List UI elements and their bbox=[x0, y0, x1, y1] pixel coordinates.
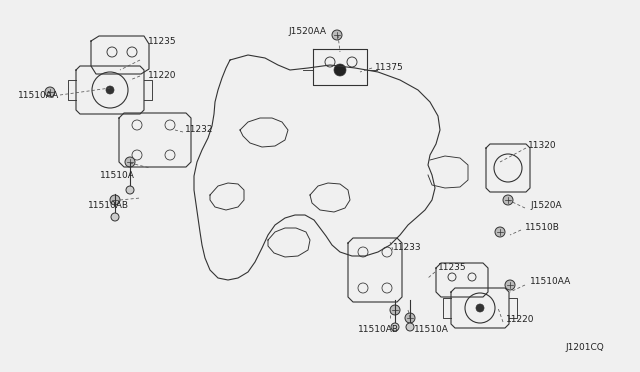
Text: 11375: 11375 bbox=[375, 64, 404, 73]
Text: 11220: 11220 bbox=[148, 71, 177, 80]
Circle shape bbox=[391, 323, 399, 331]
Circle shape bbox=[111, 213, 119, 221]
Circle shape bbox=[332, 30, 342, 40]
Circle shape bbox=[505, 280, 515, 290]
Text: 11510AB: 11510AB bbox=[88, 201, 129, 209]
Circle shape bbox=[503, 195, 513, 205]
Circle shape bbox=[45, 87, 55, 97]
Text: 11510AA: 11510AA bbox=[18, 90, 60, 99]
Circle shape bbox=[106, 86, 114, 94]
Text: 11220: 11220 bbox=[506, 315, 534, 324]
Text: 11510A: 11510A bbox=[414, 326, 449, 334]
Circle shape bbox=[476, 304, 484, 312]
Text: 11232: 11232 bbox=[185, 125, 214, 135]
Text: 11510AB: 11510AB bbox=[358, 326, 399, 334]
Circle shape bbox=[334, 64, 346, 76]
Circle shape bbox=[125, 157, 135, 167]
Circle shape bbox=[495, 227, 505, 237]
Text: 11510A: 11510A bbox=[100, 170, 135, 180]
Text: J1201CQ: J1201CQ bbox=[565, 343, 604, 353]
Text: 11510AA: 11510AA bbox=[530, 278, 572, 286]
Circle shape bbox=[126, 186, 134, 194]
Text: J1520A: J1520A bbox=[530, 201, 562, 209]
Circle shape bbox=[110, 195, 120, 205]
Text: 11235: 11235 bbox=[148, 38, 177, 46]
Text: 11235: 11235 bbox=[438, 263, 467, 273]
Text: J1520AA: J1520AA bbox=[288, 28, 326, 36]
Text: 11510B: 11510B bbox=[525, 224, 560, 232]
Text: 11320: 11320 bbox=[528, 141, 557, 150]
Text: 11233: 11233 bbox=[393, 244, 422, 253]
Circle shape bbox=[405, 313, 415, 323]
Circle shape bbox=[406, 323, 414, 331]
Circle shape bbox=[390, 305, 400, 315]
